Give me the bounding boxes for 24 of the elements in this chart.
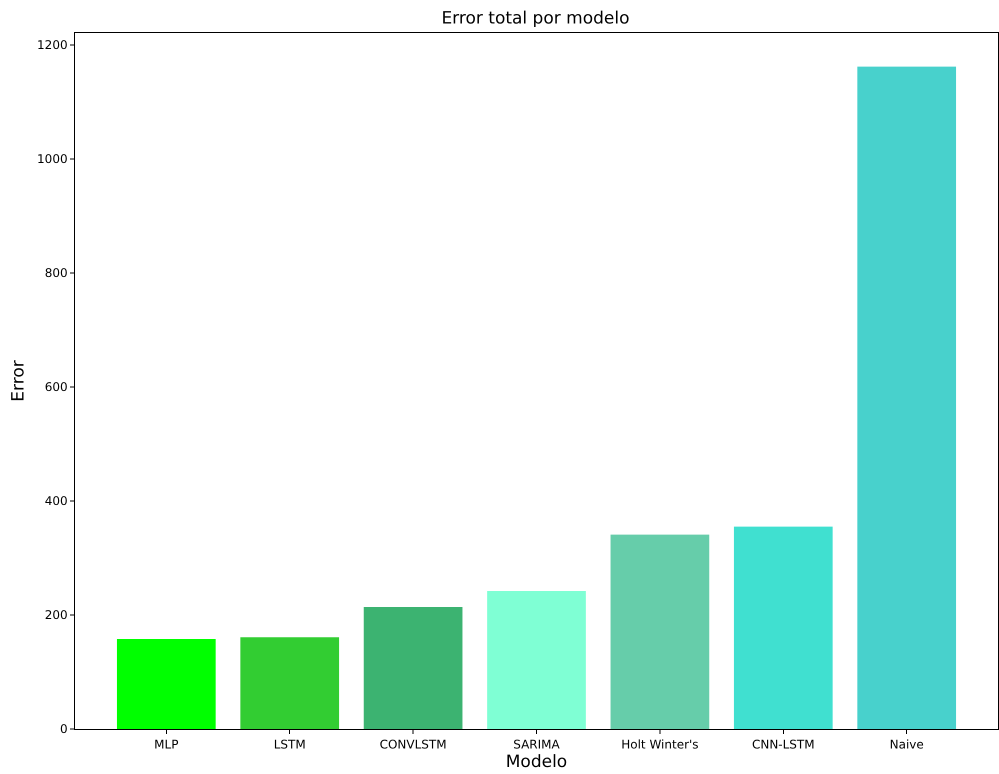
bar xyxy=(487,591,586,729)
x-tick-label: LSTM xyxy=(274,737,306,752)
y-tick-label: 1200 xyxy=(37,38,68,52)
x-tick-label: Naive xyxy=(890,737,924,752)
bar xyxy=(240,637,340,729)
y-tick-label: 600 xyxy=(44,380,68,394)
y-tick-label: 200 xyxy=(44,608,68,622)
bar xyxy=(116,638,216,729)
x-tick-label: SARIMA xyxy=(513,737,561,752)
x-axis-title: Modelo xyxy=(506,752,568,772)
x-tick-label: CNN-LSTM xyxy=(752,737,815,752)
chart-title: Error total por modelo xyxy=(441,8,630,29)
x-tick-label: MLP xyxy=(154,737,178,752)
y-tick-label: 800 xyxy=(44,266,68,280)
bar xyxy=(734,526,833,729)
y-tick-label: 1000 xyxy=(37,152,68,166)
y-tick-label: 0 xyxy=(60,722,68,736)
x-tick-label: Holt Winter's xyxy=(621,737,699,752)
x-tick-label: CONVLSTM xyxy=(380,737,447,752)
bar xyxy=(364,607,462,729)
y-tick-label: 400 xyxy=(44,494,68,508)
y-axis-title: Error xyxy=(8,360,29,402)
bar xyxy=(857,66,956,729)
bar xyxy=(610,534,710,729)
